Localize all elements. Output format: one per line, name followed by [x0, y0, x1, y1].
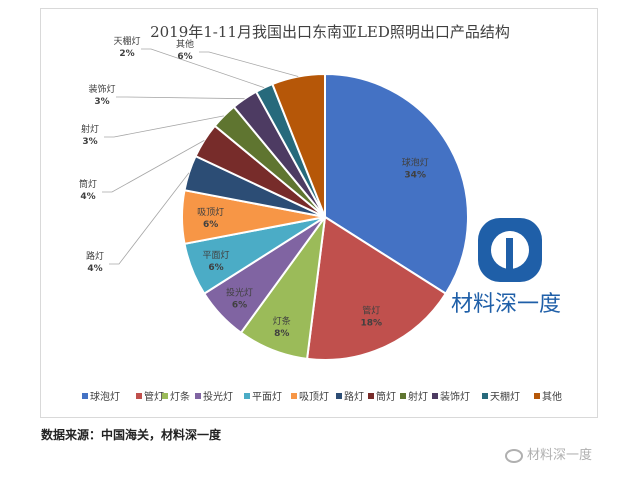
legend-swatch-11: [534, 393, 540, 399]
slice-label-value-3: 6%: [232, 300, 247, 310]
brand-logo-stroke: [506, 238, 513, 278]
slice-labels: 球泡灯 34% 管灯 18% 灯条 8% 投光灯 6% 平面灯 6% 吸顶灯 6% 路灯 4% 筒灯 4% 射灯…: [79, 35, 429, 339]
chart-title: 2019年1-11月我国出口东南亚LED照明出口产品结构: [150, 23, 510, 41]
slice-label-value-2: 8%: [274, 329, 289, 339]
slice-label-name-9: 装饰灯: [88, 83, 115, 95]
leader-line-10: [141, 48, 265, 88]
leader-line-9: [116, 96, 245, 100]
leader-line-11: [199, 51, 299, 77]
slice-label-name-8: 射灯: [81, 123, 99, 135]
legend-item-5: 吸顶灯: [299, 391, 329, 403]
slice-label-name-4: 平面灯: [202, 250, 229, 261]
leader-line-6: [109, 172, 190, 265]
slice-label-value-6: 4%: [87, 264, 102, 274]
slice-label-value-5: 6%: [203, 220, 218, 230]
watermark-text: 材料深一度: [527, 448, 593, 463]
legend-item-9: 装饰灯: [440, 390, 470, 403]
slice-label-name-0: 球泡灯: [402, 156, 429, 168]
legend-item-6: 路灯: [344, 390, 364, 403]
slice-label-value-11: 6%: [177, 52, 192, 62]
legend-item-0: 球泡灯: [90, 390, 120, 403]
leader-line-7: [102, 140, 205, 193]
legend-item-8: 射灯: [408, 391, 428, 403]
legend-swatch-2: [162, 393, 168, 399]
pie-slices: [180, 72, 469, 361]
legend-swatch-9: [432, 393, 438, 399]
wechat-icon: [505, 448, 523, 463]
leader-line-8: [104, 115, 224, 138]
legend-item-7: 筒灯: [376, 390, 396, 403]
slice-label-name-3: 投光灯: [226, 286, 253, 298]
pie-slice-1: [305, 215, 448, 361]
slice-label-name-10: 天棚灯: [113, 35, 140, 47]
legend-item-1: 管灯: [144, 390, 164, 403]
legend-item-10: 天棚灯: [490, 390, 520, 403]
legend-swatch-7: [368, 393, 374, 399]
legend-swatch-5: [291, 393, 297, 399]
slice-label-name-2: 灯条: [273, 315, 291, 327]
slice-label-value-9: 3%: [94, 97, 109, 107]
legend-item-4: 平面灯: [252, 391, 282, 403]
slice-label-value-1: 18%: [361, 318, 383, 328]
legend-swatch-10: [482, 393, 488, 399]
pie-slice-11: [271, 72, 326, 218]
legend-swatch-3: [195, 393, 201, 399]
leader-lines: [102, 48, 299, 265]
legend-swatch-4: [244, 393, 250, 399]
watermark: 材料深一度: [505, 444, 592, 463]
legend-swatch-8: [400, 393, 406, 399]
slice-label-value-7: 4%: [80, 192, 95, 202]
brand-text: 材料深一度: [451, 292, 561, 317]
slice-label-name-6: 路灯: [86, 250, 104, 262]
slice-label-name-11: 其他: [176, 38, 194, 50]
legend-swatch-1: [136, 393, 142, 399]
legend: 球泡灯 管灯 灯条 投光灯 平面灯 吸顶灯 路灯 筒灯 射灯 装饰灯 天棚灯 其他: [82, 390, 562, 403]
slice-label-name-7: 筒灯: [79, 178, 97, 190]
brand-logo: 材料深一度: [451, 218, 561, 317]
slice-label-value-4: 6%: [208, 263, 223, 273]
legend-item-2: 灯条: [170, 390, 190, 403]
slice-label-value-10: 2%: [119, 49, 134, 59]
slice-label-name-5: 吸顶灯: [197, 207, 224, 218]
legend-item-11: 其他: [542, 390, 562, 403]
source-note: 数据来源：中国海关，材料深一度: [41, 428, 222, 442]
slice-label-value-8: 3%: [82, 137, 97, 147]
slice-label-name-1: 管灯: [362, 304, 380, 316]
legend-swatch-6: [336, 393, 342, 399]
legend-item-3: 投光灯: [203, 390, 233, 403]
legend-swatch-0: [82, 393, 88, 399]
slice-label-value-0: 34%: [404, 170, 426, 180]
